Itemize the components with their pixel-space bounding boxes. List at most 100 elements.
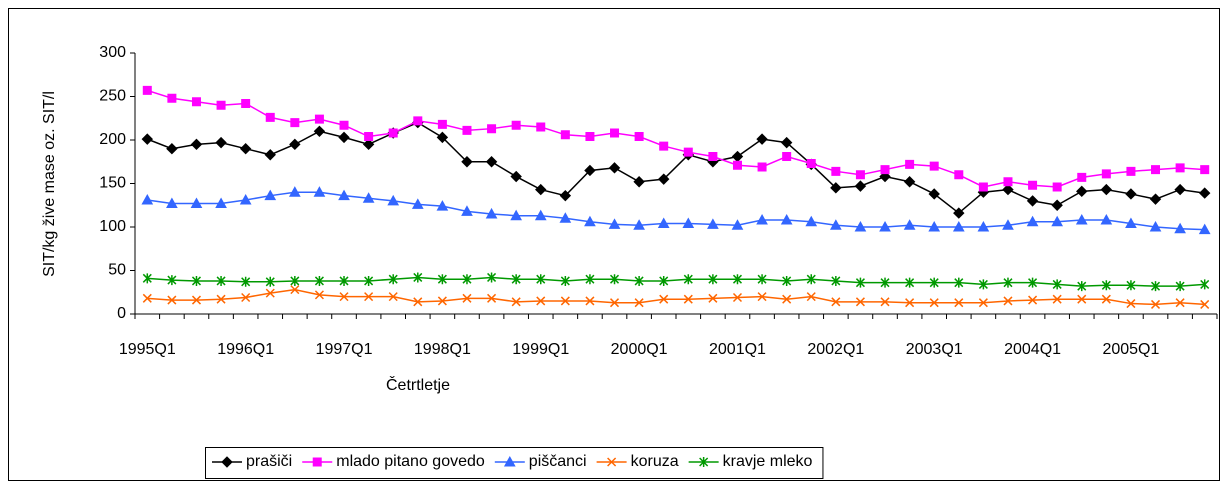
marker [536, 122, 546, 132]
marker [1100, 183, 1113, 196]
marker [1200, 279, 1210, 290]
marker [1003, 277, 1013, 288]
marker [929, 161, 939, 171]
x-tick-label: 2002Q1 [807, 341, 864, 358]
marker [1002, 183, 1014, 196]
marker [608, 162, 621, 174]
marker [559, 189, 572, 202]
marker [831, 297, 841, 307]
legend-label: koruza [631, 453, 679, 470]
marker [1151, 165, 1161, 175]
marker [854, 220, 867, 232]
marker [757, 274, 767, 285]
marker [313, 125, 326, 138]
marker [657, 173, 670, 185]
marker [683, 294, 693, 304]
marker [241, 98, 251, 108]
x-tick-label: 1996Q1 [217, 341, 274, 358]
marker [585, 132, 595, 142]
marker [978, 298, 988, 308]
marker [559, 212, 572, 223]
marker [831, 275, 841, 286]
marker [190, 197, 203, 209]
marker [1126, 166, 1136, 176]
marker [1076, 185, 1088, 198]
marker [584, 215, 596, 227]
y-axis-title: SIT/kg žive mase oz. SIT/l [41, 91, 58, 277]
marker [708, 152, 718, 162]
y-tick-label: 200 [99, 131, 126, 148]
marker [413, 297, 423, 307]
marker [880, 297, 890, 307]
marker [167, 275, 177, 286]
marker [1200, 165, 1210, 175]
marker [1175, 298, 1185, 308]
marker [659, 141, 669, 151]
marker [1150, 299, 1161, 309]
marker [708, 293, 718, 303]
y-tick-label: 50 [108, 262, 126, 279]
marker [855, 297, 865, 307]
marker [312, 457, 322, 467]
x-tick-label: 1998Q1 [414, 341, 471, 358]
marker [290, 118, 300, 128]
marker [634, 132, 644, 142]
y-tick-label: 250 [99, 88, 126, 105]
marker [487, 124, 497, 134]
marker [265, 112, 275, 122]
chart-border [8, 8, 1220, 481]
x-tick-label: 2003Q1 [906, 341, 963, 358]
marker [1052, 294, 1062, 304]
marker [387, 194, 400, 206]
marker [388, 292, 398, 302]
marker [1026, 215, 1039, 227]
marker [388, 274, 398, 285]
marker [880, 277, 890, 288]
legend: prašiči mlado pitano govedo piščanci koruza… [205, 447, 824, 479]
marker [1174, 183, 1186, 196]
marker [437, 296, 447, 306]
marker [1175, 163, 1185, 173]
marker [1198, 223, 1211, 235]
marker [510, 209, 523, 221]
marker [141, 194, 154, 205]
x-tick-label: 1995Q1 [119, 341, 176, 358]
marker [388, 128, 398, 138]
marker [167, 295, 177, 305]
marker [313, 186, 326, 197]
marker [510, 170, 522, 183]
marker [806, 158, 816, 168]
marker [1198, 187, 1211, 199]
marker [1052, 182, 1062, 192]
marker [166, 197, 178, 209]
marker [732, 274, 743, 285]
series-line [147, 276, 1205, 287]
marker [1126, 280, 1136, 291]
marker [928, 220, 941, 232]
marker [485, 156, 498, 168]
legend-label: mlado pitano govedo [336, 453, 485, 470]
marker [954, 298, 964, 308]
marker [239, 194, 252, 205]
marker [608, 218, 621, 229]
marker [339, 120, 349, 130]
legend-label: piščanci [529, 453, 587, 470]
marker [264, 189, 277, 201]
marker [954, 277, 964, 288]
marker [191, 97, 201, 107]
marker [413, 272, 423, 283]
marker [1077, 294, 1087, 304]
x-tick-label: 2004Q1 [1004, 341, 1061, 358]
marker [708, 274, 718, 285]
marker [830, 182, 842, 194]
marker [142, 273, 152, 284]
marker [216, 275, 226, 286]
marker [141, 133, 154, 145]
marker [461, 156, 473, 168]
marker [756, 133, 768, 145]
marker [854, 180, 867, 192]
marker [1126, 299, 1136, 309]
marker [1051, 215, 1064, 227]
marker [142, 293, 152, 303]
